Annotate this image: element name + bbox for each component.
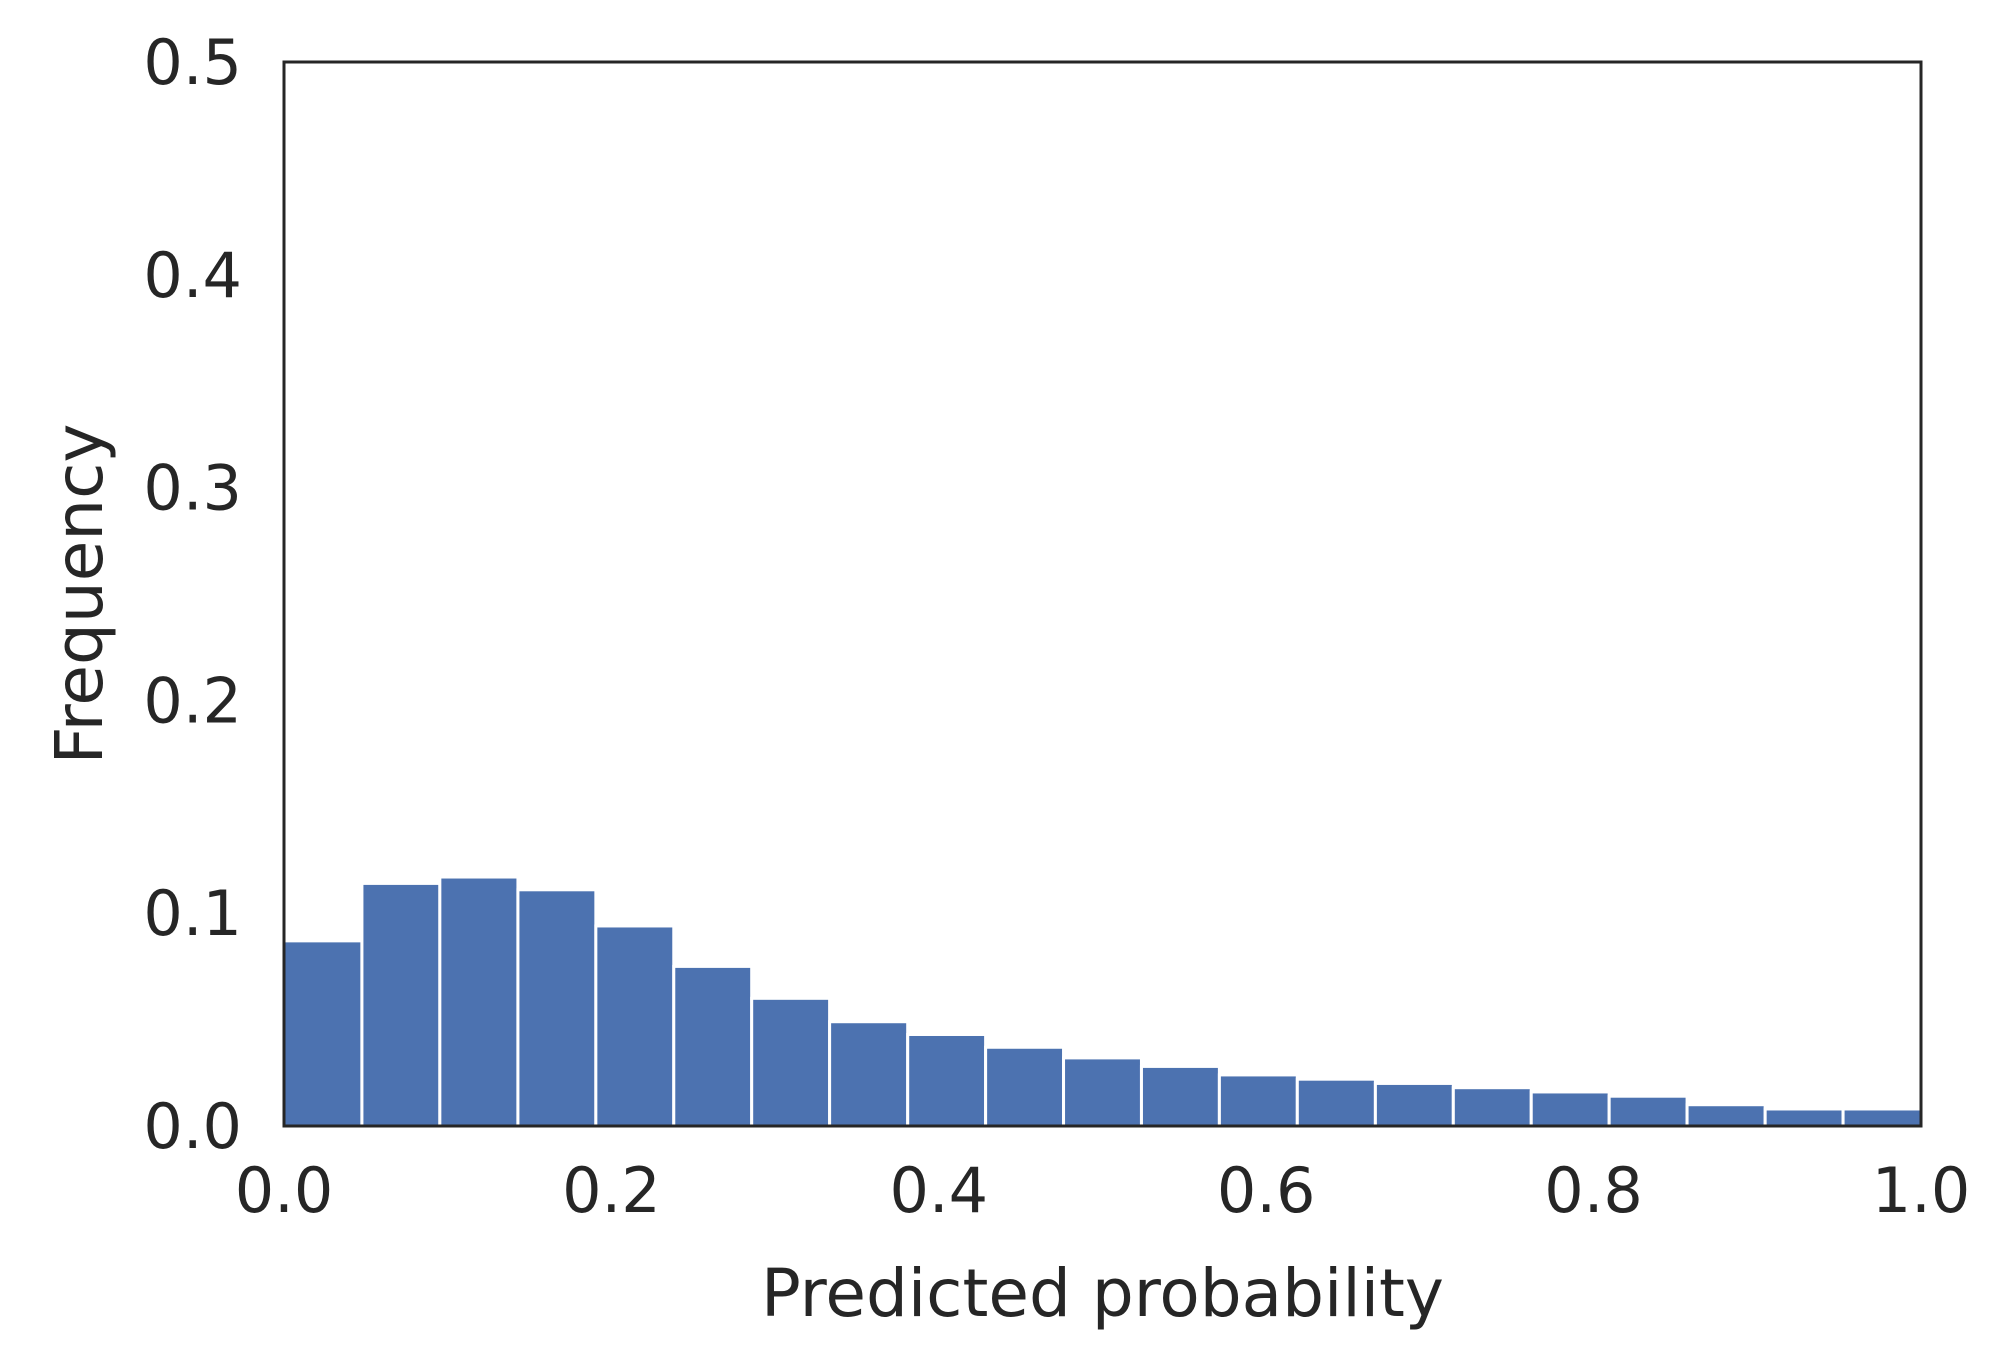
histogram-bar-13: [1217, 1073, 1299, 1128]
y-tick-label: 0.3: [143, 452, 242, 525]
y-axis-ticks: 0.0 0.1 0.2 0.3 0.4 0.5: [143, 26, 242, 1163]
histogram-bar-19: [1685, 1103, 1767, 1128]
histogram-bar-1: [282, 939, 364, 1128]
histogram-bar-10: [984, 1045, 1066, 1128]
histogram-bar-14: [1295, 1077, 1377, 1128]
histogram-bar-17: [1529, 1090, 1611, 1128]
x-tick-label: 0.0: [235, 1154, 334, 1227]
histogram-bar-12: [1139, 1064, 1221, 1128]
x-tick-label: 0.4: [889, 1154, 988, 1227]
histogram-bar-21: [1841, 1107, 1923, 1128]
histogram-bar-4: [516, 888, 598, 1128]
y-axis-label: Frequency: [41, 424, 118, 765]
histogram-bar-5: [594, 924, 676, 1128]
histogram-bar-18: [1607, 1094, 1689, 1128]
histogram-bar-8: [828, 1020, 910, 1128]
y-tick-label: 0.0: [143, 1090, 242, 1163]
x-axis-label: Predicted probability: [761, 1255, 1444, 1332]
histogram-bar-6: [672, 964, 754, 1128]
y-tick-label: 0.1: [143, 877, 242, 950]
x-tick-label: 0.6: [1217, 1154, 1316, 1227]
histogram-bar-20: [1763, 1107, 1845, 1128]
x-tick-label: 1.0: [1872, 1154, 1971, 1227]
histogram-bar-3: [438, 875, 520, 1128]
x-axis-ticks: 0.0 0.2 0.4 0.6 0.8 1.0: [235, 1154, 1971, 1227]
histogram-bar-9: [906, 1032, 988, 1128]
histogram-bar-15: [1373, 1081, 1455, 1128]
y-tick-label: 0.2: [143, 664, 242, 737]
histogram-bars: [282, 875, 1923, 1128]
histogram-bar-16: [1451, 1086, 1533, 1128]
y-tick-label: 0.5: [143, 26, 242, 99]
histogram-bar-2: [360, 881, 442, 1128]
x-tick-label: 0.2: [562, 1154, 661, 1227]
histogram-bar-11: [1062, 1056, 1143, 1128]
histogram-bar-7: [750, 996, 832, 1128]
plot-frame: [282, 60, 1923, 1128]
x-tick-label: 0.8: [1544, 1154, 1643, 1227]
y-tick-label: 0.4: [143, 239, 242, 312]
